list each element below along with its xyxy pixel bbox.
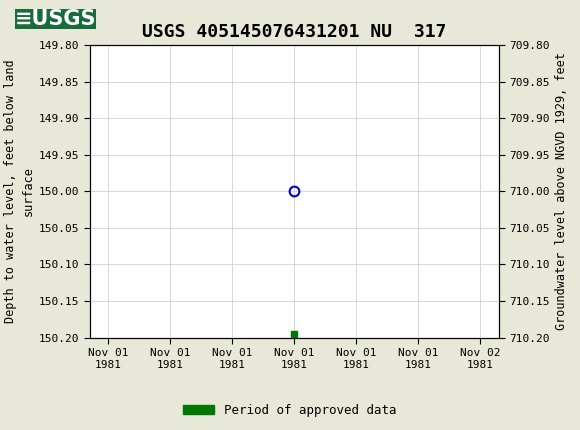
Text: ≡USGS: ≡USGS — [14, 9, 96, 29]
Y-axis label: Groundwater level above NGVD 1929, feet: Groundwater level above NGVD 1929, feet — [555, 52, 568, 330]
Title: USGS 405145076431201 NU  317: USGS 405145076431201 NU 317 — [142, 23, 447, 41]
Legend: Period of approved data: Period of approved data — [178, 399, 402, 421]
Y-axis label: Depth to water level, feet below land
surface: Depth to water level, feet below land su… — [4, 59, 35, 323]
